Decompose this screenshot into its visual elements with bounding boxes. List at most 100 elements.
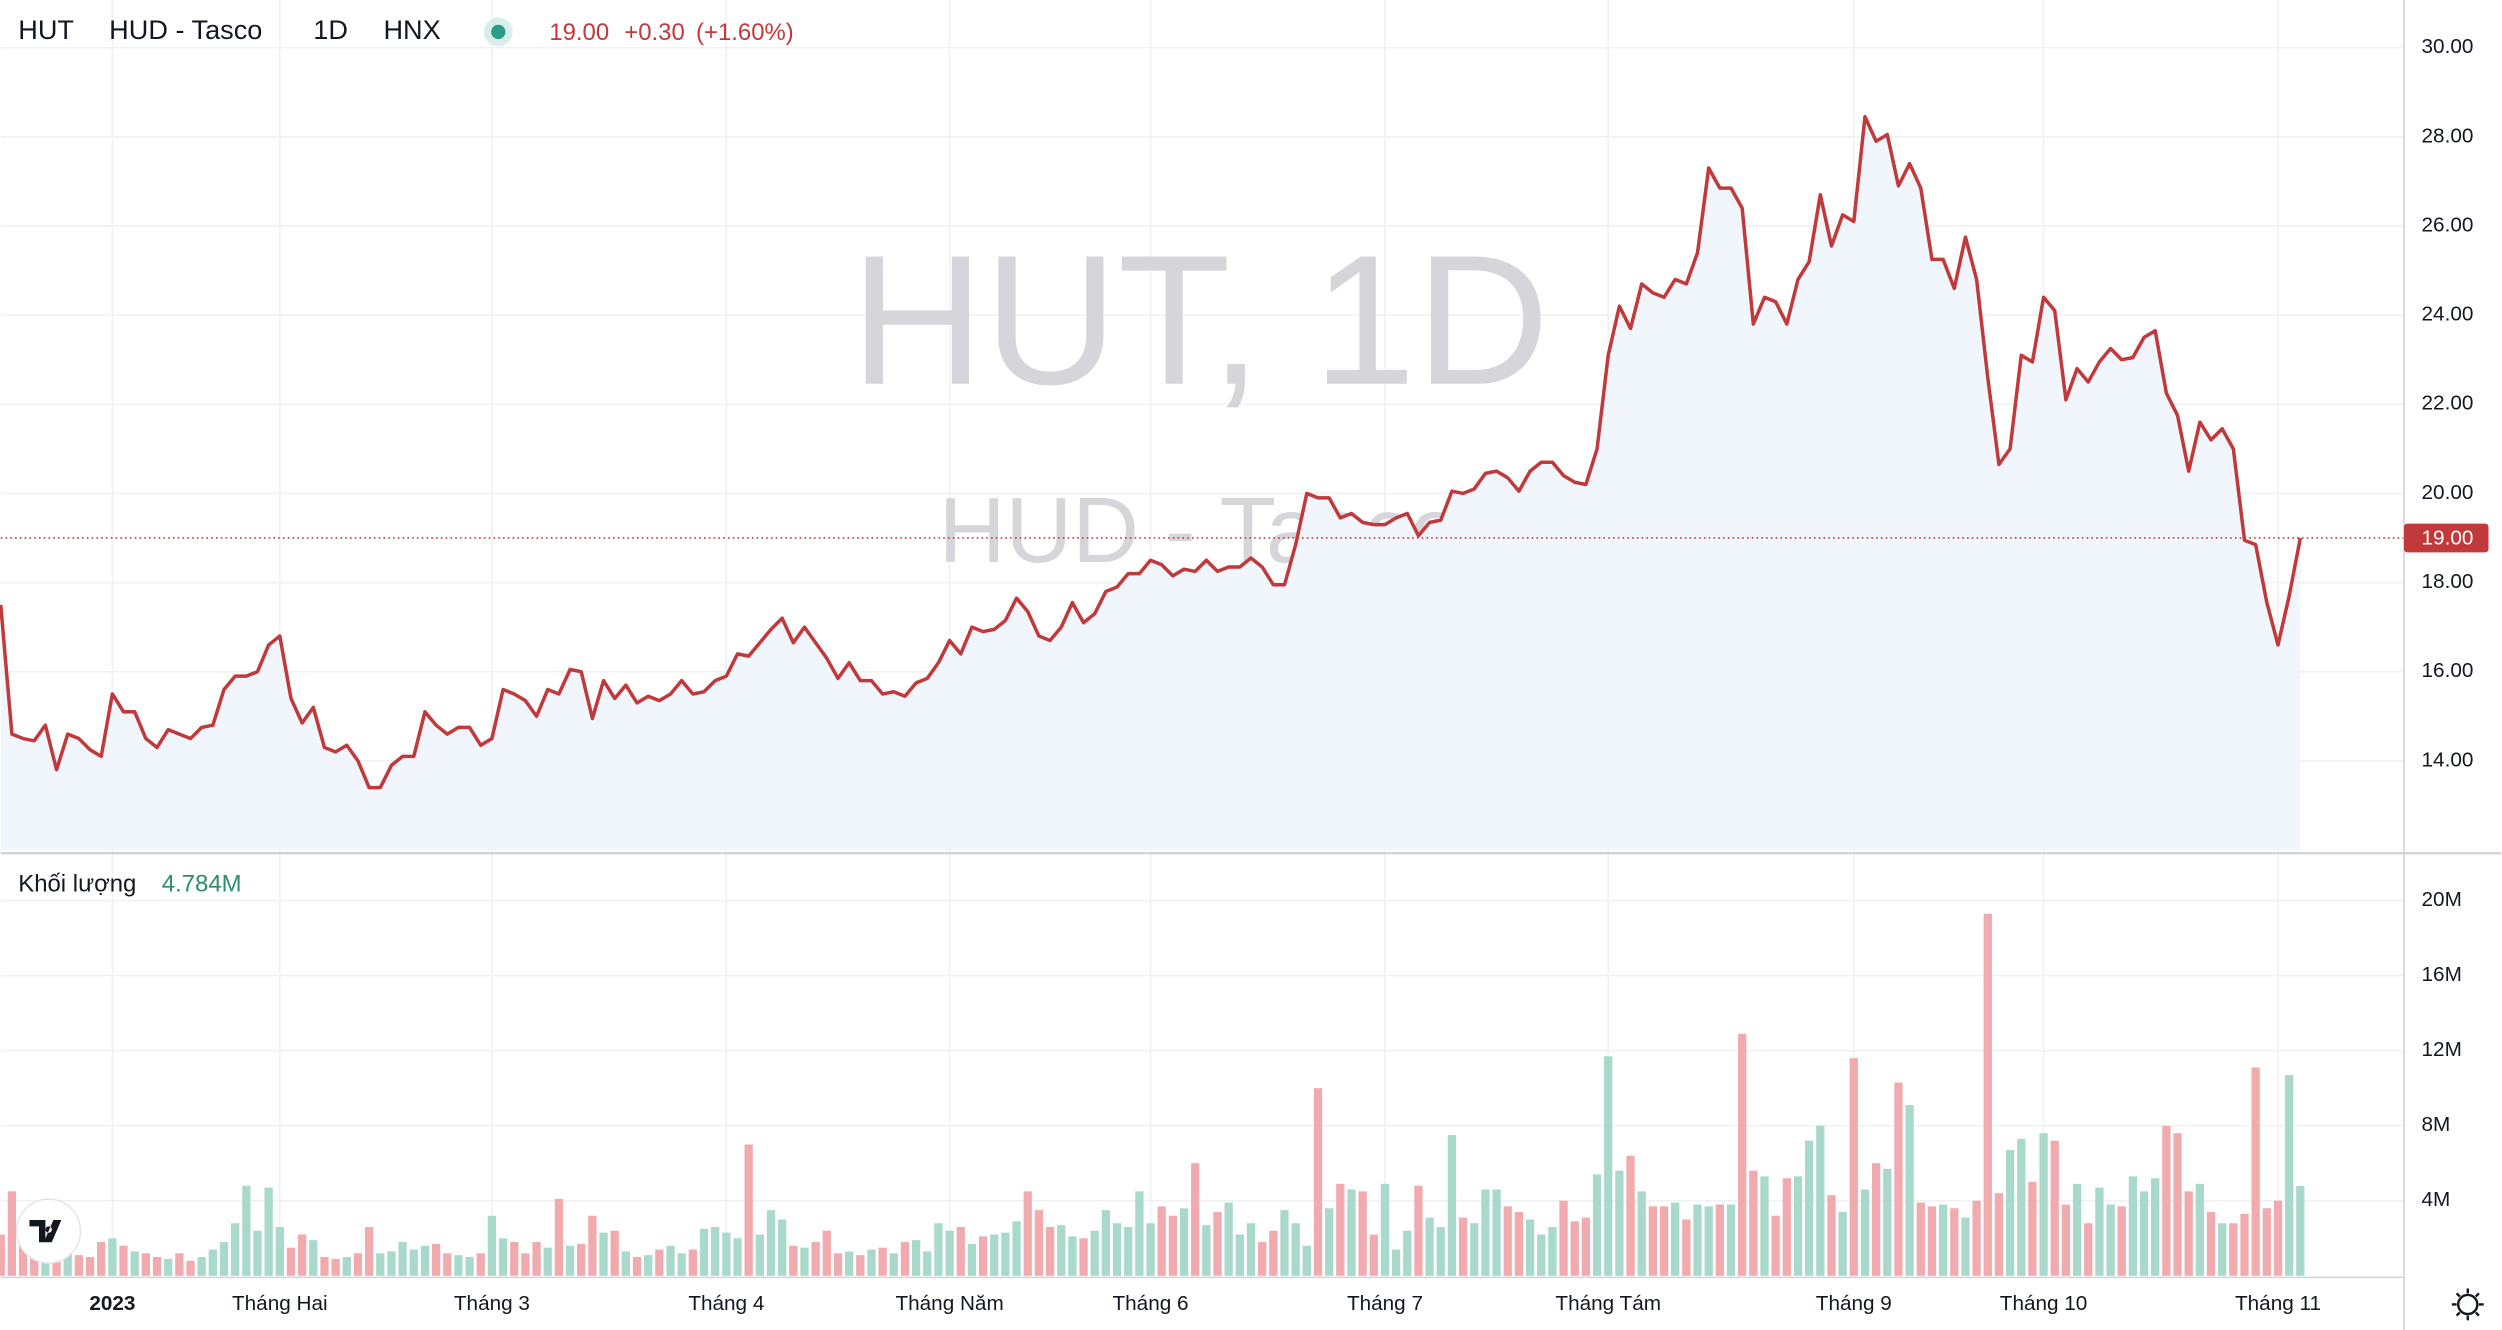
volume-bar xyxy=(1269,1230,1278,1276)
plot xyxy=(0,115,2404,1276)
volume-bar xyxy=(733,1238,742,1276)
volume-bar xyxy=(510,1242,519,1276)
gear[interactable] xyxy=(2457,1293,2479,1316)
volume-bar xyxy=(2139,1191,2149,1276)
volume-bar xyxy=(1693,1204,1702,1276)
y-tick-label: 14.00 xyxy=(2422,748,2474,771)
volume-bar xyxy=(1458,1217,1468,1276)
volume-bar xyxy=(1157,1206,1166,1276)
settings-button[interactable] xyxy=(2451,1288,2484,1321)
tradingview-logo[interactable] xyxy=(15,1198,82,1264)
volume-bar xyxy=(1380,1183,1390,1276)
volume-bar xyxy=(309,1240,318,1276)
volume-bar xyxy=(1782,1178,1791,1276)
volume-bar xyxy=(1704,1206,1713,1276)
y-tick-label: 18.00 xyxy=(2422,570,2474,593)
volume-bar xyxy=(621,1251,631,1276)
x-tick-label: Tháng 4 xyxy=(688,1292,764,1315)
logo-circle[interactable] xyxy=(15,1198,82,1264)
volume-bar xyxy=(1883,1168,1892,1276)
volume-bar xyxy=(1023,1191,1032,1276)
y-tick-label: 30.00 xyxy=(2422,35,2474,58)
volume-bar xyxy=(1425,1217,1434,1276)
volume-bar xyxy=(1503,1206,1512,1276)
volume-bar xyxy=(197,1257,206,1276)
volume-bar xyxy=(1101,1210,1111,1276)
last-price-tag xyxy=(2403,523,2489,553)
volume-bar xyxy=(666,1245,675,1276)
volume-bar xyxy=(565,1245,575,1276)
volume-bar xyxy=(1492,1189,1501,1276)
volume-bar xyxy=(2184,1191,2193,1276)
volume-bar xyxy=(632,1257,642,1276)
volume-bar xyxy=(1470,1223,1479,1276)
volume-bar xyxy=(1436,1226,1445,1276)
volume-bar xyxy=(2229,1223,2238,1276)
volume-bar xyxy=(800,1247,809,1276)
volume-bar xyxy=(1202,1225,1211,1276)
volume-bar xyxy=(1124,1226,1133,1276)
x-tick-label: Tháng 6 xyxy=(1113,1292,1189,1315)
volume-bar xyxy=(420,1245,430,1276)
volume-bar xyxy=(867,1249,876,1276)
volume-bar xyxy=(320,1257,329,1276)
x-tick-label: Tháng 11 xyxy=(2235,1292,2321,1315)
volume-bar xyxy=(264,1187,273,1276)
volume-bar xyxy=(1871,1163,1881,1276)
y-tick-label: 20.00 xyxy=(2422,481,2474,504)
volume-value: 4.784M xyxy=(162,870,242,897)
volume-bar xyxy=(2005,1150,2015,1276)
volume-bar xyxy=(2206,1211,2216,1276)
volume-bar xyxy=(353,1253,363,1276)
volume-bar xyxy=(1961,1217,1970,1276)
volume-bar xyxy=(1057,1225,1066,1276)
volume-bar xyxy=(900,1242,910,1276)
volume-bar xyxy=(1771,1215,1780,1276)
volume-bar xyxy=(2240,1213,2249,1276)
volume-bar xyxy=(1994,1193,2004,1276)
volume-bar xyxy=(856,1255,865,1276)
price-change: +0.30 xyxy=(624,19,685,46)
volume-bar xyxy=(1760,1176,1769,1276)
volume-bar xyxy=(175,1253,184,1276)
volume-bar xyxy=(130,1251,139,1276)
volume-bar xyxy=(1548,1226,1557,1276)
y-tick-label: 26.00 xyxy=(2422,213,2474,236)
volume-bar xyxy=(644,1255,653,1276)
volume-bar xyxy=(1671,1202,1680,1276)
volume-bar xyxy=(1112,1223,1122,1276)
gear-teeth xyxy=(2451,1288,2484,1321)
volume-bar xyxy=(1358,1191,1367,1276)
volume-bar xyxy=(2218,1223,2227,1276)
y-tick-label: 8M xyxy=(2422,1113,2451,1136)
volume-bar xyxy=(699,1228,709,1276)
volume-bar xyxy=(677,1253,686,1276)
volume-bar xyxy=(1336,1183,1345,1276)
market-status-dot xyxy=(491,24,506,40)
volume-bar xyxy=(1291,1223,1300,1276)
volume-bar xyxy=(487,1215,497,1276)
volume-bar xyxy=(1079,1238,1088,1276)
volume-bar xyxy=(1012,1221,1021,1276)
volume-bar xyxy=(1604,1056,1613,1276)
volume-bar xyxy=(2050,1140,2059,1276)
volume-bar xyxy=(1950,1208,1959,1276)
x-tick-label: 2023 xyxy=(89,1292,135,1315)
volume-bar xyxy=(2251,1067,2260,1276)
volume-bar xyxy=(1659,1206,1669,1276)
volume-bar xyxy=(934,1223,943,1276)
volume-bar xyxy=(152,1257,162,1276)
volume-bar xyxy=(543,1247,552,1276)
volume-bar xyxy=(2151,1178,2160,1276)
volume-bar xyxy=(610,1230,619,1276)
volume-bar xyxy=(1793,1176,1803,1276)
volume-bar xyxy=(1726,1204,1736,1276)
volume-bar xyxy=(164,1258,173,1276)
volume-bar xyxy=(1537,1234,1546,1276)
volume-bar xyxy=(2285,1075,2294,1276)
volume-bar xyxy=(1905,1105,1914,1276)
volume-bar xyxy=(454,1255,463,1276)
volume-bar xyxy=(1001,1232,1010,1276)
logo-glyph xyxy=(29,1219,62,1243)
x-tick-label: Tháng 7 xyxy=(1347,1292,1423,1315)
